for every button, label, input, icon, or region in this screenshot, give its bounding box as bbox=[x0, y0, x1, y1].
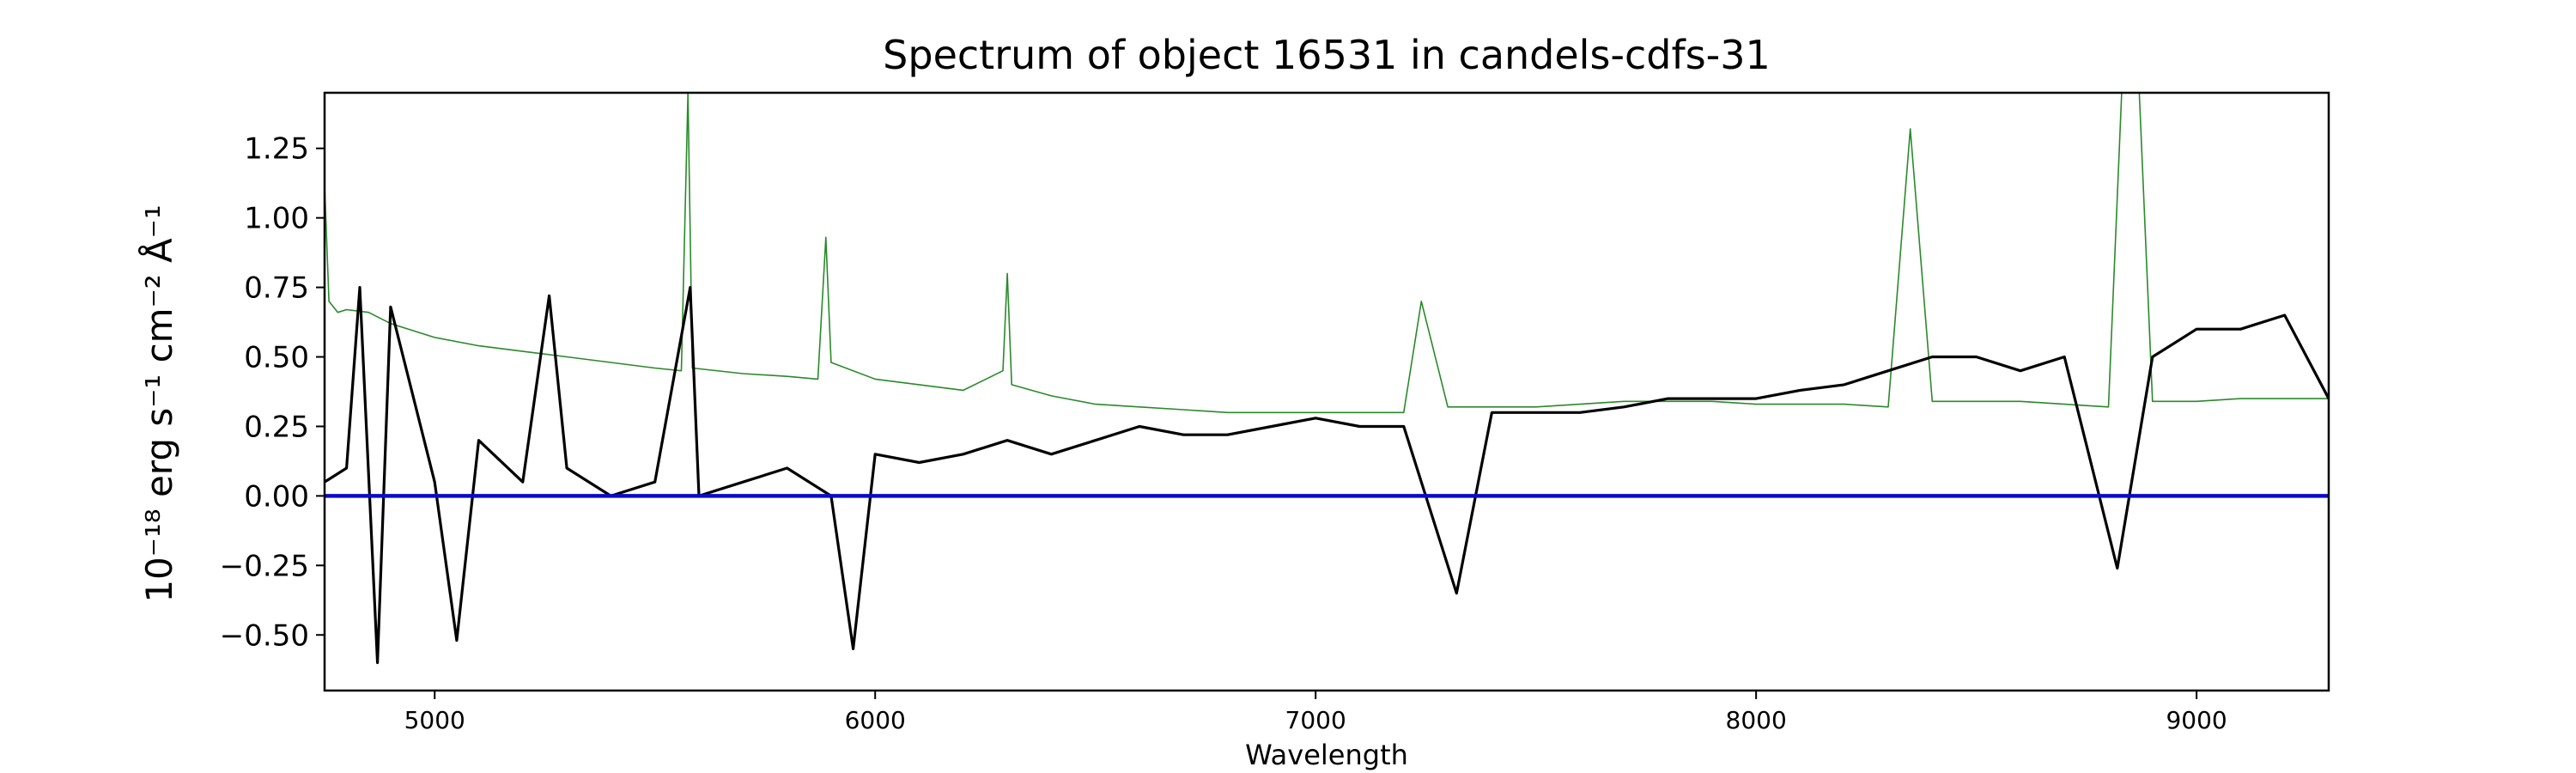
y-tick-label: 0.00 bbox=[244, 479, 309, 514]
x-tick-label: 6000 bbox=[845, 706, 906, 734]
flux-series-line bbox=[325, 286, 2329, 665]
y-axis-label: 10⁻¹⁸ erg s⁻¹ cm⁻² Å⁻¹ bbox=[137, 204, 180, 602]
y-tick-label: 0.25 bbox=[244, 410, 309, 444]
error-series-line bbox=[325, 93, 2329, 414]
x-tick-label: 7000 bbox=[1285, 706, 1346, 734]
plot-area bbox=[325, 93, 2329, 665]
y-tick-label: −0.50 bbox=[220, 618, 309, 653]
x-tick-label: 5000 bbox=[404, 706, 465, 734]
y-tick-label: −0.25 bbox=[220, 549, 309, 583]
y-tick-label: 1.00 bbox=[244, 202, 309, 236]
plot-frame bbox=[323, 91, 2330, 692]
y-tick-label: 0.50 bbox=[244, 341, 309, 375]
y-tick-label: 0.75 bbox=[244, 271, 309, 306]
x-tick-label: 9000 bbox=[2166, 706, 2227, 734]
y-tick-label: 1.25 bbox=[244, 132, 309, 167]
chart-title: Spectrum of object 16531 in candels-cdfs… bbox=[883, 32, 1771, 78]
x-tick-label: 8000 bbox=[1726, 706, 1787, 734]
x-axis-label: Wavelength bbox=[1245, 739, 1408, 771]
